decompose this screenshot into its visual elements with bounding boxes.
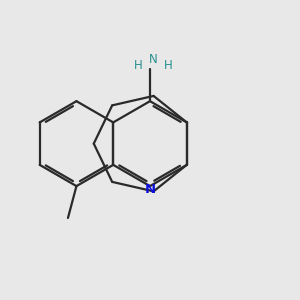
Text: H: H <box>164 59 173 72</box>
Text: H: H <box>134 59 142 72</box>
Text: N: N <box>144 183 156 196</box>
Text: N: N <box>149 53 158 67</box>
